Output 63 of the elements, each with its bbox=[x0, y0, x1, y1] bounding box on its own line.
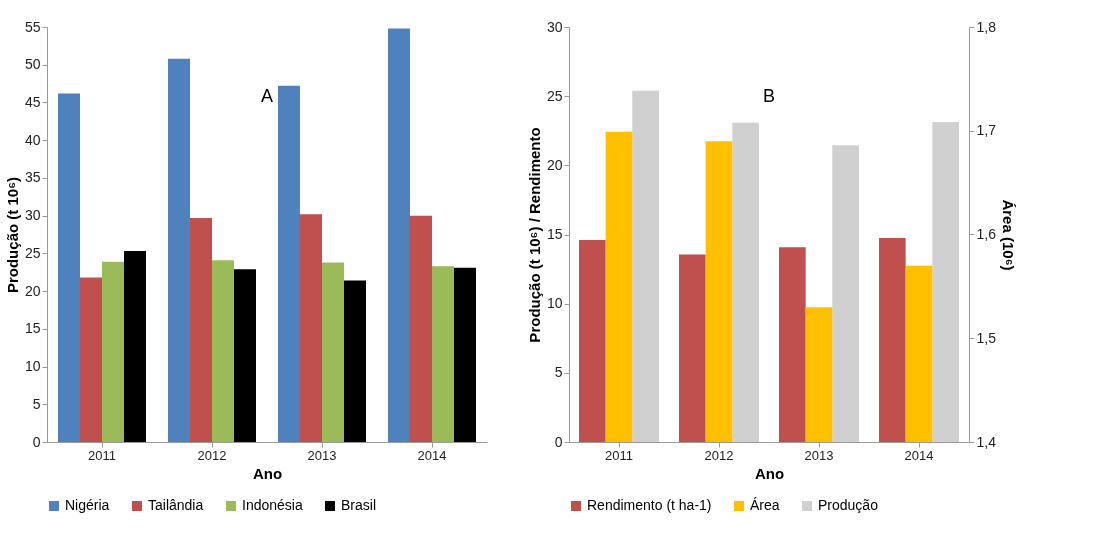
legend-label: Brasil bbox=[341, 497, 377, 513]
y-tick-label: 25 bbox=[546, 87, 563, 104]
legend-label: Área bbox=[750, 497, 780, 513]
bar bbox=[124, 251, 146, 442]
y-tick-label: 30 bbox=[546, 18, 563, 35]
bar bbox=[344, 280, 366, 442]
x-tick-label: 2014 bbox=[417, 447, 447, 463]
y-axis-title: Produção (t 10⁶) / Rendimento bbox=[525, 127, 543, 343]
y-tick-label: 50 bbox=[24, 56, 41, 73]
y-tick-label: 10 bbox=[24, 358, 41, 375]
bar bbox=[388, 28, 410, 442]
x-tick-label: 2012 bbox=[704, 447, 734, 463]
x-axis-title: Ano bbox=[252, 464, 283, 482]
legend-label: Indonésia bbox=[242, 497, 303, 513]
bar bbox=[300, 214, 322, 442]
bar bbox=[432, 266, 454, 442]
y-tick-label: 0 bbox=[32, 433, 41, 450]
y-tick-label: 55 bbox=[24, 18, 41, 35]
bar bbox=[80, 277, 102, 442]
y2-tick-label: 1,5 bbox=[976, 329, 997, 346]
bar bbox=[190, 217, 212, 442]
bar bbox=[832, 145, 859, 442]
legend-label: Rendimento (t ha-1) bbox=[587, 497, 712, 513]
y2-tick-label: 1,6 bbox=[976, 226, 997, 242]
y-tick-label: 35 bbox=[24, 169, 41, 186]
y2-tick-label: 1,8 bbox=[976, 18, 997, 35]
y-tick-label: 5 bbox=[32, 395, 41, 412]
y-tick-label: 20 bbox=[24, 282, 41, 299]
x-tick-label: 2013 bbox=[804, 447, 834, 463]
y-tick-label: 15 bbox=[546, 226, 563, 242]
bar bbox=[322, 262, 344, 442]
x-tick-label: 2012 bbox=[197, 447, 227, 463]
bar bbox=[278, 85, 300, 442]
y-tick-label: 40 bbox=[24, 131, 41, 148]
y2-tick-label: 1,7 bbox=[976, 122, 997, 139]
y-tick-label: 20 bbox=[546, 156, 563, 173]
bar bbox=[102, 261, 124, 442]
x-tick-label: 2014 bbox=[904, 447, 934, 463]
x-tick-label: 2011 bbox=[605, 447, 633, 463]
y2-axis-title: Área (10⁶) bbox=[999, 199, 1017, 271]
bar bbox=[168, 58, 190, 442]
y-tick-label: 15 bbox=[24, 320, 41, 337]
y2-tick-label: 1,4 bbox=[976, 433, 997, 450]
bar bbox=[234, 269, 256, 442]
legend-label: Nigéria bbox=[65, 497, 110, 513]
x-tick-label: 2013 bbox=[307, 447, 337, 463]
y-tick-label: 5 bbox=[554, 364, 563, 381]
bar bbox=[454, 267, 476, 442]
x-tick-label: 2011 bbox=[88, 447, 116, 463]
bar bbox=[58, 93, 80, 442]
legend-label: Produção bbox=[818, 497, 879, 513]
y-axis-title: Produção (t 10⁶) bbox=[3, 176, 21, 294]
y-tick-label: 0 bbox=[554, 433, 563, 450]
y-tick-label: 25 bbox=[24, 244, 41, 261]
bar bbox=[410, 215, 432, 442]
annotation: A bbox=[260, 86, 274, 106]
y-tick-label: 10 bbox=[546, 295, 563, 312]
y-tick-label: 45 bbox=[24, 93, 41, 110]
y-tick-label: 30 bbox=[24, 207, 41, 224]
legend-label: Tailândia bbox=[148, 497, 204, 513]
bar bbox=[212, 260, 234, 442]
x-axis-title: Ano bbox=[754, 464, 785, 482]
annotation: B bbox=[762, 86, 776, 106]
